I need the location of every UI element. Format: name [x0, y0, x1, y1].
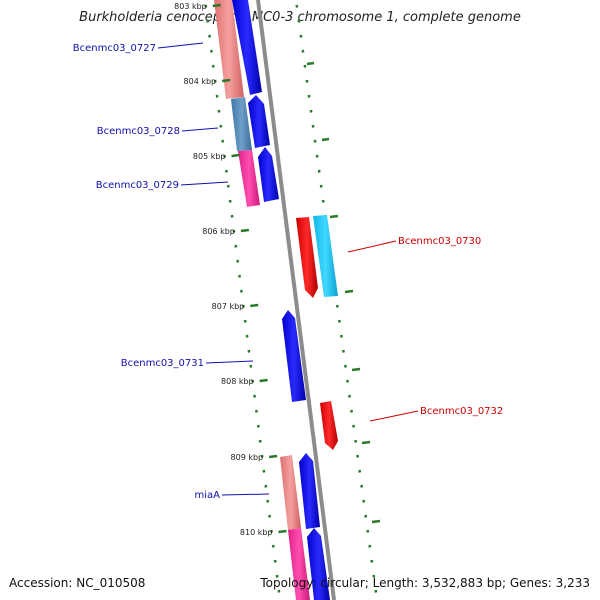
tick-label: 808 kbp — [221, 377, 254, 386]
forward-features — [214, 0, 330, 600]
tick-mark — [278, 529, 287, 534]
gene-label[interactable]: Bcenmc03_0729 — [96, 180, 179, 191]
tick-label: 807 kbp — [212, 302, 245, 311]
gene-label-leader — [205, 360, 254, 364]
gene-label-leader — [347, 240, 397, 253]
gene-labels: Bcenmc03_0727 Bcenmc03_0728 Bcenmc03_0729 B… — [73, 42, 503, 501]
left-dotted-track — [204, 4, 281, 593]
gene-arrow-0728[interactable] — [248, 95, 270, 148]
tick-mark — [361, 440, 371, 445]
gene-arrow-0729[interactable] — [258, 147, 279, 202]
gene-label[interactable]: Bcenmc03_0731 — [121, 358, 204, 369]
gene-arrow-miaA[interactable] — [299, 453, 320, 529]
gene-label[interactable]: Bcenmc03_0732 — [420, 406, 503, 417]
tick-label: 804 kbp — [184, 77, 217, 86]
gene-label-leader — [221, 493, 270, 496]
genome-backbone — [256, 0, 336, 600]
gene-arrow-0731[interactable] — [282, 310, 306, 402]
tick-mark — [351, 367, 361, 372]
tick-label: 803 kbp — [174, 2, 207, 11]
tick-label: 809 kbp — [231, 453, 264, 462]
tick-label: 806 kbp — [202, 227, 235, 236]
accession-text: Accession: NC_010508 — [9, 576, 146, 590]
tick-mark — [259, 378, 268, 383]
tick-mark — [268, 454, 278, 459]
feature-cog-0730[interactable] — [313, 215, 338, 297]
tick-mark — [231, 153, 240, 158]
tick-mark — [221, 78, 231, 83]
tick-label: 805 kbp — [193, 152, 226, 161]
tick-mark — [240, 228, 250, 233]
gene-arrow-next[interactable] — [307, 528, 330, 600]
tick-mark — [250, 303, 259, 308]
tick-mark — [329, 214, 339, 219]
gene-label[interactable]: miaA — [195, 490, 221, 501]
gene-arrow-0732[interactable] — [320, 401, 338, 450]
tick-mark — [212, 3, 221, 8]
position-ticks: 803 kbp 804 kbp 805 kbp 806 kbp 807 kbp 808 k… — [174, 2, 381, 537]
tick-mark — [306, 61, 315, 66]
gene-label-leader — [180, 181, 229, 186]
gene-label-leader — [157, 42, 204, 49]
tick-label: 810 kbp — [240, 528, 273, 537]
reverse-features — [296, 215, 338, 450]
topology-text: Topology: circular; Length: 3,532,883 bp… — [260, 576, 590, 590]
tick-mark — [321, 137, 330, 142]
map-title: Burkholderia cenocepacia MC0-3 chromosom… — [79, 10, 521, 25]
feature-cog-0729[interactable] — [238, 150, 260, 207]
gene-label[interactable]: Bcenmc03_0728 — [97, 126, 180, 137]
feature-cog-0728[interactable] — [231, 97, 252, 151]
gene-label-leader — [369, 410, 419, 422]
feature-cog-next[interactable] — [288, 528, 310, 600]
feature-cog-0727[interactable] — [214, 0, 244, 99]
gene-arrow-0727[interactable] — [232, 0, 262, 95]
gene-label-leader — [181, 127, 219, 132]
tick-mark — [344, 289, 354, 294]
gene-label[interactable]: Bcenmc03_0730 — [398, 236, 481, 247]
gene-label[interactable]: Bcenmc03_0727 — [73, 43, 156, 54]
feature-cog-miaA[interactable] — [280, 455, 301, 530]
gene-arrow-0730[interactable] — [296, 217, 318, 298]
tick-mark — [371, 519, 381, 524]
